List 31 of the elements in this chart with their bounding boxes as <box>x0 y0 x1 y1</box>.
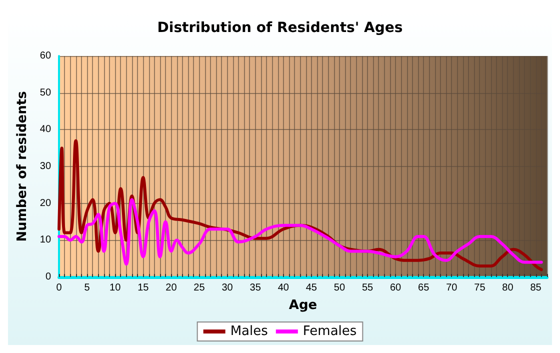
x-tick-label: 65 <box>418 282 430 294</box>
y-axis-title: Number of residents <box>15 90 30 242</box>
x-tick-label: 20 <box>166 282 178 294</box>
y-tick-label: 60 <box>40 50 52 62</box>
x-tick-label: 35 <box>250 282 262 294</box>
legend-label: Females <box>302 324 357 339</box>
y-tick-label: 0 <box>45 272 52 282</box>
legend-label: Males <box>230 324 268 339</box>
y-tick-label: 10 <box>40 234 52 246</box>
x-axis-title: Age <box>288 298 318 313</box>
x-tick-label: 70 <box>446 282 458 294</box>
x-tick-label: 40 <box>278 282 290 294</box>
y-tick-label: 40 <box>40 124 52 136</box>
x-tick-label: 50 <box>334 282 346 294</box>
x-tick-label: 55 <box>362 282 374 294</box>
x-tick-label: 25 <box>194 282 206 294</box>
line-series <box>58 198 543 266</box>
x-tick-label: 5 <box>84 282 90 294</box>
x-tick-label: 0 <box>56 282 62 294</box>
x-tick-label: 30 <box>222 282 234 294</box>
x-tick-label: 15 <box>138 282 150 294</box>
y-tick-label: 30 <box>40 161 52 172</box>
x-tick-label: 85 <box>530 282 542 294</box>
x-tick-label: 10 <box>110 282 122 294</box>
y-tick-label: 20 <box>40 198 52 209</box>
x-tick-label: 80 <box>502 282 514 294</box>
x-tick-label: 45 <box>306 282 318 294</box>
chart-title: Distribution of Residents' Ages <box>157 20 403 36</box>
x-tick-label: 75 <box>474 282 486 294</box>
y-tick-label: 50 <box>40 87 52 98</box>
x-tick-label: 60 <box>390 282 402 294</box>
